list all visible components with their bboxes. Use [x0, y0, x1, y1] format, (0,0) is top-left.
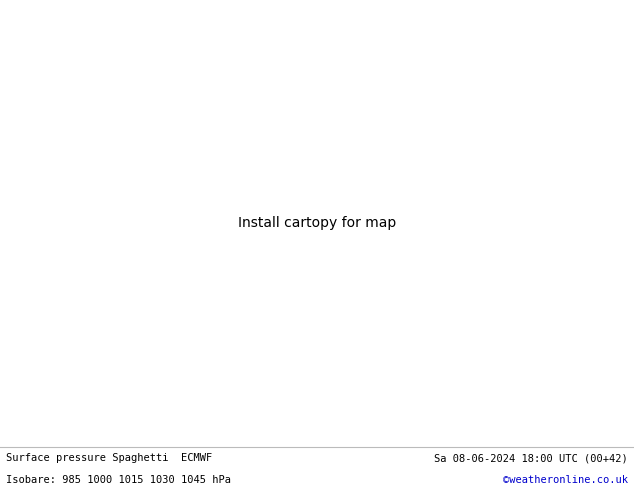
- Text: Surface pressure Spaghetti  ECMWF: Surface pressure Spaghetti ECMWF: [6, 453, 212, 463]
- Text: ©weatheronline.co.uk: ©weatheronline.co.uk: [503, 475, 628, 485]
- Text: Install cartopy for map: Install cartopy for map: [238, 216, 396, 230]
- Text: Isobare: 985 1000 1015 1030 1045 hPa: Isobare: 985 1000 1015 1030 1045 hPa: [6, 475, 231, 485]
- Text: Sa 08-06-2024 18:00 UTC (00+42): Sa 08-06-2024 18:00 UTC (00+42): [434, 453, 628, 463]
